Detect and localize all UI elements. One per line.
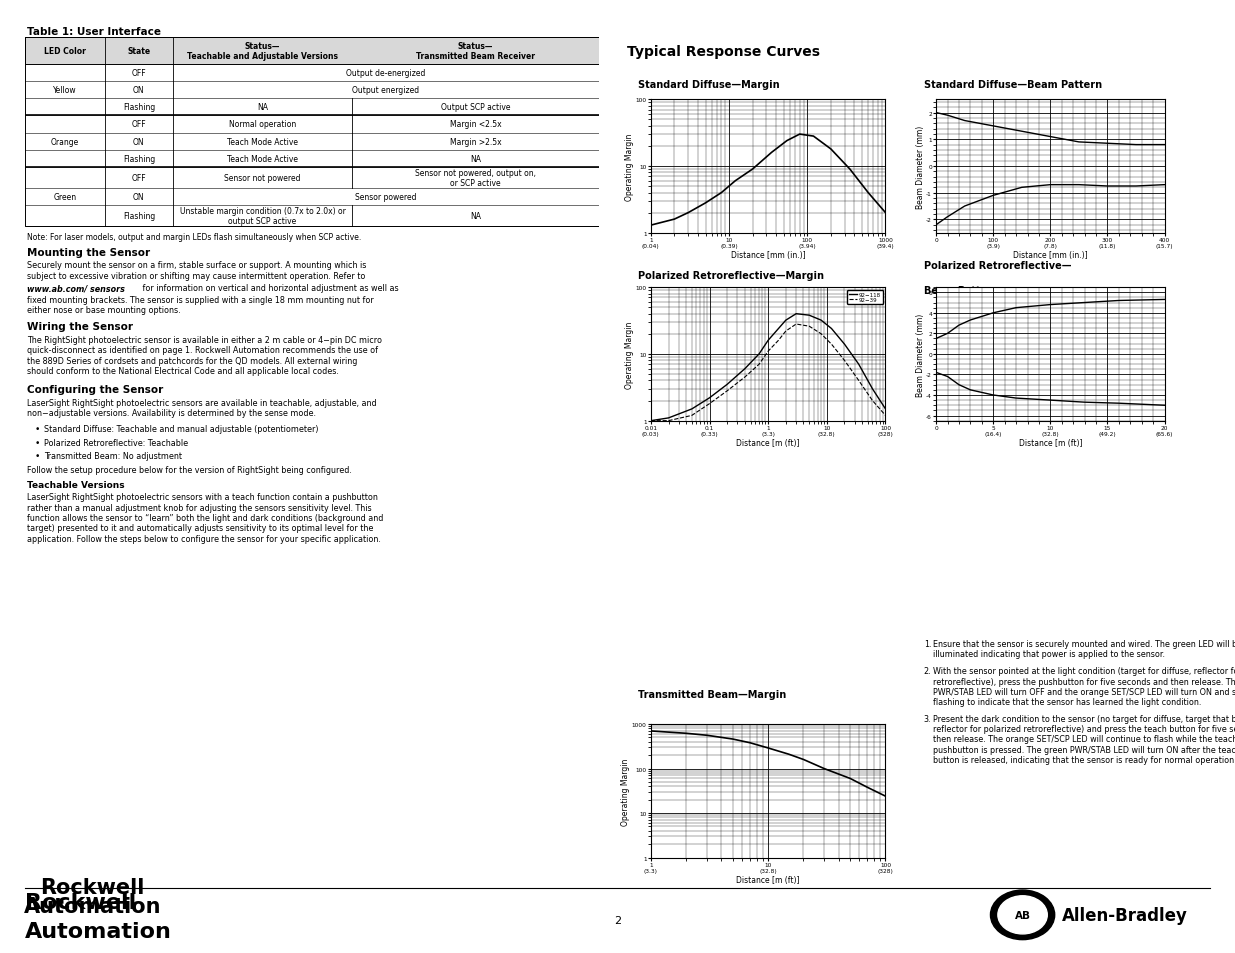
Text: Mounting the Sensor: Mounting the Sensor <box>27 248 151 257</box>
Text: Output energized: Output energized <box>352 86 420 95</box>
Text: 1.: 1. <box>924 639 931 648</box>
Bar <box>25 38 599 227</box>
Text: Yellow: Yellow <box>53 86 77 95</box>
Text: •: • <box>35 425 40 434</box>
Text: LaserSight RightSight photoelectric sensors with a teach function contain a push: LaserSight RightSight photoelectric sens… <box>27 493 384 543</box>
Text: NA: NA <box>471 212 480 221</box>
Text: NA: NA <box>471 154 480 164</box>
Text: Status—
Transmitted Beam Receiver: Status— Transmitted Beam Receiver <box>416 42 535 61</box>
Y-axis label: Beam Diameter (mm): Beam Diameter (mm) <box>915 313 925 396</box>
Text: Sensor powered: Sensor powered <box>356 193 416 202</box>
Text: Teach Mode Active: Teach Mode Active <box>227 154 298 164</box>
Text: Sensor not powered, output on,
or SCP active: Sensor not powered, output on, or SCP ac… <box>415 169 536 188</box>
Text: 2.: 2. <box>924 666 931 676</box>
Text: Orange: Orange <box>51 137 79 147</box>
Text: Output de-energized: Output de-energized <box>346 69 426 78</box>
Text: Wiring the Sensor: Wiring the Sensor <box>27 322 133 332</box>
Text: The RightSight photoelectric sensor is available in either a 2 m cable or 4−pin : The RightSight photoelectric sensor is a… <box>27 335 382 375</box>
Text: www.ab.com/ sensors: www.ab.com/ sensors <box>27 284 125 293</box>
Text: Configuring the Sensor: Configuring the Sensor <box>27 385 163 395</box>
Text: 2: 2 <box>614 915 621 924</box>
Text: Teach Mode Active: Teach Mode Active <box>227 137 298 147</box>
Text: 3.: 3. <box>924 714 931 722</box>
Text: Flashing: Flashing <box>122 154 156 164</box>
Text: Flashing: Flashing <box>122 103 156 112</box>
Text: NA: NA <box>257 103 268 112</box>
Text: Margin >2.5x: Margin >2.5x <box>450 137 501 147</box>
Text: Rockwell
Automation: Rockwell Automation <box>23 877 162 916</box>
Text: Present the dark condition to the sensor (no target for diffuse, target that blo: Present the dark condition to the sensor… <box>932 714 1235 764</box>
Text: Status—
Teachable and Adjustable Versions: Status— Teachable and Adjustable Version… <box>186 42 338 61</box>
Text: Table 1: User Interface: Table 1: User Interface <box>27 27 162 36</box>
Text: Typical Response Curves: Typical Response Curves <box>627 46 820 59</box>
Text: ON: ON <box>133 137 144 147</box>
X-axis label: Distance [mm (in.)]: Distance [mm (in.)] <box>1013 252 1088 260</box>
Text: Rockwell: Rockwell <box>25 892 136 912</box>
Text: Sensor not powered: Sensor not powered <box>225 173 300 183</box>
Text: Teachable Versions: Teachable Versions <box>27 480 125 489</box>
Text: Polarized Retroreflective—: Polarized Retroreflective— <box>924 261 1071 271</box>
Text: Transmitted Beam: No adjustment: Transmitted Beam: No adjustment <box>44 452 183 460</box>
Text: ON: ON <box>133 86 144 95</box>
Text: •: • <box>35 438 40 447</box>
Text: Automation: Automation <box>25 921 172 941</box>
Text: for information on vertical and horizontal adjustment as well as: for information on vertical and horizont… <box>140 284 398 293</box>
Text: OFF: OFF <box>132 120 146 130</box>
Text: Output SCP active: Output SCP active <box>441 103 510 112</box>
Text: Margin <2.5x: Margin <2.5x <box>450 120 501 130</box>
Text: Unstable margin condition (0.7x to 2.0x) or
output SCP active: Unstable margin condition (0.7x to 2.0x)… <box>179 207 346 226</box>
Y-axis label: Beam Diameter (mm): Beam Diameter (mm) <box>915 125 925 209</box>
Circle shape <box>998 896 1047 934</box>
Bar <box>25 38 599 65</box>
Circle shape <box>990 890 1055 940</box>
Text: Ensure that the sensor is securely mounted and wired. The green LED will be
illu: Ensure that the sensor is securely mount… <box>932 639 1235 659</box>
Text: Polarized Retroreflective: Teachable: Polarized Retroreflective: Teachable <box>44 438 189 447</box>
Text: LED Color: LED Color <box>44 47 85 56</box>
Text: Standard Diffuse: Teachable and manual adjustable (potentiometer): Standard Diffuse: Teachable and manual a… <box>44 425 319 434</box>
Text: State: State <box>127 47 151 56</box>
Text: Standard Diffuse—Margin: Standard Diffuse—Margin <box>638 80 781 90</box>
Text: LaserSight RightSight photoelectric sensors are available in teachable, adjustab: LaserSight RightSight photoelectric sens… <box>27 398 377 417</box>
Text: Securely mount the sensor on a firm, stable surface or support. A mounting which: Securely mount the sensor on a firm, sta… <box>27 261 367 280</box>
Text: •: • <box>35 452 40 460</box>
Y-axis label: Operating Margin: Operating Margin <box>621 758 630 824</box>
Text: Allen-Bradley: Allen-Bradley <box>1062 906 1188 923</box>
Text: Flashing: Flashing <box>122 212 156 221</box>
Text: AB: AB <box>1015 910 1030 920</box>
Text: OFF: OFF <box>132 69 146 78</box>
Text: OFF: OFF <box>132 173 146 183</box>
Text: With the sensor pointed at the light condition (target for diffuse, reflector fo: With the sensor pointed at the light con… <box>932 666 1235 706</box>
X-axis label: Distance [mm (in.)]: Distance [mm (in.)] <box>731 252 805 260</box>
Text: Normal operation: Normal operation <box>228 120 296 130</box>
Text: Note: For laser models, output and margin LEDs flash simultaneously when SCP act: Note: For laser models, output and margi… <box>27 233 362 241</box>
Text: Polarized Retroreflective—Margin: Polarized Retroreflective—Margin <box>638 271 825 280</box>
Text: fixed mounting brackets. The sensor is supplied with a single 18 mm mounting nut: fixed mounting brackets. The sensor is s… <box>27 295 374 314</box>
X-axis label: Distance [m (ft)]: Distance [m (ft)] <box>1019 439 1082 448</box>
X-axis label: Distance [m (ft)]: Distance [m (ft)] <box>736 876 800 884</box>
Text: Green: Green <box>53 193 77 202</box>
Text: Follow the setup procedure below for the version of RightSight being configured.: Follow the setup procedure below for the… <box>27 465 352 474</box>
Y-axis label: Operating Margin: Operating Margin <box>625 321 634 388</box>
Y-axis label: Operating Margin: Operating Margin <box>625 133 634 200</box>
Text: Standard Diffuse—Beam Pattern: Standard Diffuse—Beam Pattern <box>924 80 1102 90</box>
Legend: 92−118, 92−39: 92−118, 92−39 <box>847 291 883 304</box>
Text: Beam Pattern: Beam Pattern <box>924 286 999 295</box>
Text: Transmitted Beam—Margin: Transmitted Beam—Margin <box>638 690 787 700</box>
Text: ON: ON <box>133 193 144 202</box>
X-axis label: Distance [m (ft)]: Distance [m (ft)] <box>736 439 800 448</box>
